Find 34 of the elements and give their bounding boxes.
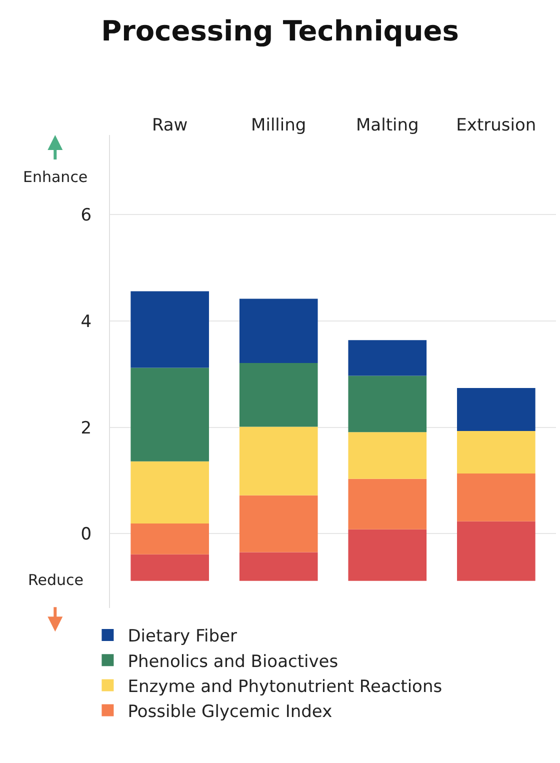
- legend-label: Enzyme and Phytonutrient Reactions: [128, 676, 442, 697]
- text: Enhance: [23, 168, 88, 186]
- y-tick-label: 6: [80, 206, 92, 226]
- bar: [239, 426, 318, 496]
- x-tick-label: Malting: [356, 116, 419, 136]
- x-tick-label: Milling: [251, 116, 306, 136]
- bar: [130, 554, 209, 581]
- text: Reduce: [28, 571, 84, 589]
- bar: [348, 432, 427, 479]
- bar: [239, 298, 318, 363]
- bar: [457, 474, 536, 522]
- y-tick-label: 0: [80, 524, 92, 545]
- bar: [239, 552, 318, 581]
- legend-label: Dietary Fiber: [128, 626, 238, 647]
- y-tick-label: 4: [80, 312, 92, 332]
- bar: [239, 495, 318, 552]
- bar: [130, 461, 209, 524]
- bar: [457, 521, 536, 581]
- y-tick-label: 2: [80, 418, 92, 438]
- bar: [348, 529, 427, 581]
- bar: [130, 368, 209, 462]
- bar: [348, 478, 427, 530]
- bar: [130, 291, 209, 368]
- bar: [239, 363, 318, 427]
- x-tick-label: Extrusion: [456, 116, 536, 136]
- bar: [348, 376, 427, 432]
- x-tick-label: Raw: [152, 116, 188, 136]
- bar: [457, 388, 536, 432]
- bar: [457, 431, 536, 474]
- legend-label: Possible Glycemic Index: [128, 702, 332, 722]
- chart-title: Processing Techniques: [101, 14, 459, 48]
- bar: [130, 524, 209, 554]
- legend-label: Phenolics and Bioactives: [128, 652, 338, 672]
- bar: [348, 340, 427, 376]
